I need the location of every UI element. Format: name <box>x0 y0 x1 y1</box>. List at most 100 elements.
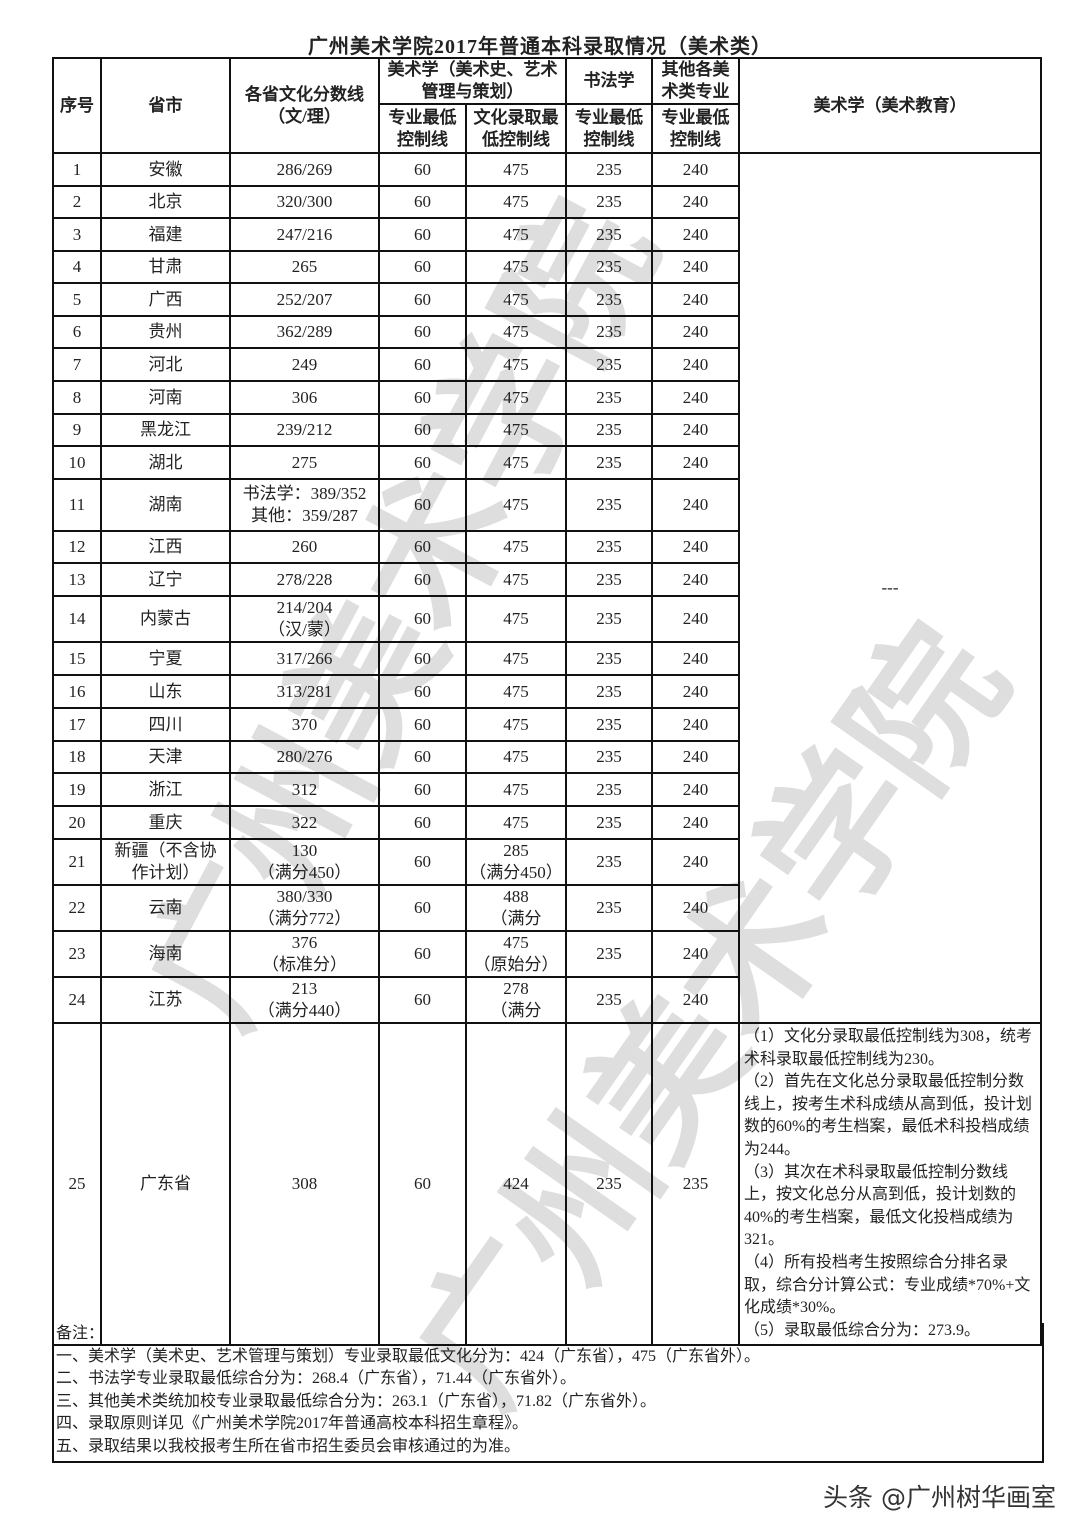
cell-culture: 247/216 <box>229 217 380 252</box>
cell-qt: 240 <box>651 707 740 742</box>
cell-qt: 240 <box>651 740 740 774</box>
table-row: 9 黑龙江 239/212 60 475 235 240 <box>52 413 1041 447</box>
cell-no: 17 <box>52 707 102 742</box>
cell-ms-zy: 60 <box>378 413 467 447</box>
cell-no: 3 <box>52 217 102 252</box>
note-item: 五、录取结果以我校报考生所在省市招生委员会审核通过的为准。 <box>56 1437 521 1455</box>
cell-culture: 130 （满分450） <box>229 838 380 886</box>
cell-qt: 240 <box>651 282 740 317</box>
cell-province: 湖北 <box>100 445 231 480</box>
table-row: 15 宁夏 317/266 60 475 235 240 <box>52 641 1041 676</box>
notes-label: 备注： <box>56 1325 105 1342</box>
note-item: 二、书法学专业录取最低综合分为：268.4（广东省），71.44（广东省外）。 <box>56 1370 577 1387</box>
cell-sf: 235 <box>565 282 653 317</box>
cell-sf: 235 <box>565 884 653 932</box>
cell-province: 河南 <box>100 380 231 415</box>
cell-sf: 235 <box>565 1021 653 1347</box>
note-item: 三、其他美术类统加校专业录取最低综合分为：263.1（广东省），71.82（广东… <box>56 1392 657 1410</box>
cell-ms-zy: 60 <box>378 976 467 1024</box>
cell-ms-wh: 424 <box>465 1021 567 1347</box>
cell-province: 内蒙古 <box>100 595 231 643</box>
cell-qt: 240 <box>651 478 740 532</box>
cell-sf: 235 <box>565 413 653 447</box>
cell-ms-wh: 475 <box>465 641 567 676</box>
cell-ms-zy: 60 <box>378 805 467 840</box>
cell-province: 福建 <box>100 217 231 252</box>
cell-ms-zy: 60 <box>378 152 467 187</box>
notes: 备注： 一、美术学（美术史、艺术管理与策划）专业录取最低文化分为：424（广东省… <box>52 1323 1044 1463</box>
cell-qt: 240 <box>651 315 740 349</box>
cell-culture: 249 <box>229 347 380 382</box>
cell-no: 10 <box>52 445 102 480</box>
cell-ms-zy: 60 <box>378 838 467 886</box>
cell-province: 贵州 <box>100 315 231 349</box>
cell-ms-zy: 60 <box>378 884 467 932</box>
cell-ms-zy: 60 <box>378 445 467 480</box>
cell-ms-zy: 60 <box>378 595 467 643</box>
header-meishu-wh: 文化录取最 低控制线 <box>465 103 567 154</box>
cell-province: 新疆（不含协 作计划） <box>100 838 231 886</box>
cell-culture: 239/212 <box>229 413 380 447</box>
cell-qt: 240 <box>651 413 740 447</box>
header-edu: 美术学（美术教育） <box>738 57 1042 154</box>
cell-province: 江苏 <box>100 976 231 1024</box>
cell-ms-zy: 60 <box>378 380 467 415</box>
cell-no: 16 <box>52 674 102 709</box>
cell-qt: 240 <box>651 595 740 643</box>
cell-no: 15 <box>52 641 102 676</box>
cell-ms-wh: 475 （原始分） <box>465 930 567 978</box>
header-meishu-zy: 专业最低 控制线 <box>378 103 467 154</box>
cell-sf: 235 <box>565 250 653 284</box>
cell-province: 北京 <box>100 185 231 219</box>
cell-sf: 235 <box>565 838 653 886</box>
cell-no: 9 <box>52 413 102 447</box>
cell-province: 湖南 <box>100 478 231 532</box>
cell-sf: 235 <box>565 772 653 807</box>
table-row: 20 重庆 322 60 475 235 240 <box>52 805 1041 840</box>
table-row: 23 海南 376 （标准分） 60 475 （原始分） 235 240 <box>52 930 1041 978</box>
cell-culture: 213 （满分440） <box>229 976 380 1024</box>
cell-culture: 313/281 <box>229 674 380 709</box>
table-row: 7 河北 249 60 475 235 240 <box>52 347 1041 382</box>
cell-no: 7 <box>52 347 102 382</box>
cell-no: 11 <box>52 478 102 532</box>
cell-no: 22 <box>52 884 102 932</box>
cell-sf: 235 <box>565 641 653 676</box>
cell-sf: 235 <box>565 478 653 532</box>
cell-culture: 370 <box>229 707 380 742</box>
cell-culture: 362/289 <box>229 315 380 349</box>
cell-ms-zy: 60 <box>378 674 467 709</box>
cell-qt: 240 <box>651 976 740 1024</box>
table-row: 25 广东省 308 60 424 235 235 （1）文化分录取最低控制线为308，统考术… <box>52 1021 1042 1347</box>
cell-ms-zy: 60 <box>378 641 467 676</box>
cell-culture: 252/207 <box>229 282 380 317</box>
cell-province: 江西 <box>100 530 231 564</box>
cell-no: 24 <box>52 976 102 1024</box>
table-row: 14 内蒙古 214/204 （汉/蒙） 60 475 235 240 <box>52 595 1041 643</box>
table-row: 16 山东 313/281 60 475 235 240 <box>52 674 1041 709</box>
cell-no: 1 <box>52 152 102 187</box>
cell-culture: 278/228 <box>229 562 380 597</box>
page-title: 广州美术学院2017年普通本科录取情况（美术类） <box>308 36 772 58</box>
cell-ms-wh: 475 <box>465 530 567 564</box>
cell-ms-wh: 475 <box>465 478 567 532</box>
cell-qt: 240 <box>651 838 740 886</box>
cell-province: 浙江 <box>100 772 231 807</box>
header-province: 省市 <box>100 57 231 154</box>
table-row: 3 福建 247/216 60 475 235 240 <box>52 217 1041 252</box>
cell-culture: 214/204 （汉/蒙） <box>229 595 380 643</box>
cell-ms-zy: 60 <box>378 562 467 597</box>
cell-ms-zy: 60 <box>378 478 467 532</box>
header-other-zy: 专业最低 控制线 <box>651 103 740 154</box>
note-item: 四、录取原则详见《广州美术学院2017年普通高校本科招生章程》。 <box>56 1415 529 1432</box>
header-no: 序号 <box>52 57 102 154</box>
cell-qt: 240 <box>651 217 740 252</box>
cell-qt: 240 <box>651 674 740 709</box>
cell-qt: 235 <box>651 1021 740 1347</box>
cell-province: 辽宁 <box>100 562 231 597</box>
cell-qt: 240 <box>651 884 740 932</box>
cell-sf: 235 <box>565 217 653 252</box>
cell-province: 黑龙江 <box>100 413 231 447</box>
cell-qt: 240 <box>651 185 740 219</box>
table-row: 11 湖南 书法学：389/352 其他：359/287 60 475 235 240 <box>52 478 1041 532</box>
